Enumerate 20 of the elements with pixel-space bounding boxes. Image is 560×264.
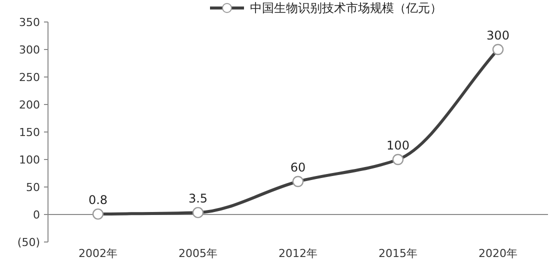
- y-tick-label: 50: [26, 181, 40, 194]
- data-label: 300: [486, 28, 510, 42]
- y-tick-label: 250: [19, 71, 40, 84]
- y-tick-label: 0: [33, 208, 40, 222]
- x-tick-label: 2015年: [378, 247, 418, 260]
- x-tick-label: 2002年: [78, 247, 118, 260]
- y-tick-label: 150: [19, 126, 40, 139]
- data-label: 3.5: [188, 192, 208, 206]
- x-tick-label: 2012年: [278, 247, 318, 260]
- y-tick-label: 350: [19, 16, 40, 29]
- data-label: 0.8: [88, 193, 108, 208]
- y-tick-label: 100: [19, 154, 40, 166]
- y-tick-label: 300: [19, 44, 40, 56]
- legend-label: 中国生物识别技术市场规模（亿元）: [250, 1, 442, 15]
- y-tick-label: 200: [19, 98, 40, 112]
- data-label: 100: [386, 138, 410, 152]
- data-label: 60: [290, 160, 306, 174]
- x-tick-label: 2020年: [478, 247, 518, 260]
- y-tick-label: (50): [17, 236, 40, 249]
- x-tick-label: 2005年: [178, 247, 218, 260]
